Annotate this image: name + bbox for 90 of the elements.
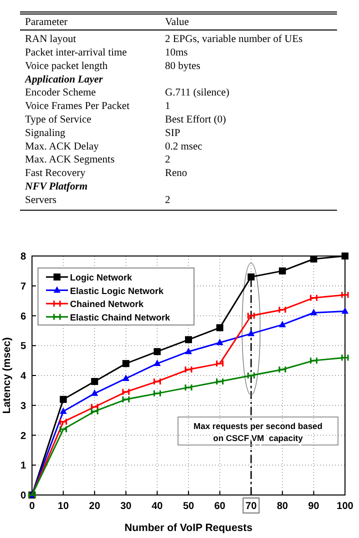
y-tick-label: 8	[20, 252, 26, 262]
point	[248, 330, 255, 336]
point	[122, 374, 130, 381]
point	[184, 384, 192, 392]
point	[90, 403, 98, 411]
x-tick-label: 20	[89, 501, 101, 512]
point	[342, 307, 348, 314]
category-label: Value	[165, 17, 190, 28]
point	[342, 252, 348, 260]
legend-label: Elastic Logic Network	[70, 286, 165, 296]
y-tick-label: 3	[20, 400, 26, 412]
point	[60, 396, 67, 403]
y-tick-label: 2	[20, 430, 26, 442]
point	[154, 348, 161, 356]
point	[185, 336, 192, 344]
point	[278, 366, 286, 374]
text: 0.2 msec	[165, 141, 202, 152]
text: Reno	[165, 168, 188, 180]
point	[153, 378, 161, 386]
point	[184, 366, 192, 374]
point	[122, 396, 130, 404]
category-label: Fast Recovery	[25, 168, 86, 180]
category-label: Type of Service	[25, 114, 92, 126]
category-label: RAN layout	[25, 34, 76, 46]
point	[278, 320, 286, 328]
category-label: Voice Frames Per Packet	[25, 101, 130, 112]
text: 80 bytes	[165, 60, 200, 72]
point	[60, 426, 68, 434]
x-tick-label: 90	[308, 501, 320, 512]
y-axis-title: Latency (msec)	[1, 337, 13, 414]
category-label: Parameter	[25, 17, 68, 28]
category-label: NFV Platform	[25, 181, 88, 192]
y-tick-label: 6	[20, 311, 26, 322]
text: 2	[165, 154, 170, 166]
point	[310, 356, 318, 364]
point	[247, 312, 255, 320]
category-label: Application Layer	[25, 74, 103, 86]
category-label: Encoder Scheme	[25, 88, 96, 99]
x-tick-label: 70	[246, 501, 258, 512]
point	[216, 360, 224, 368]
point	[310, 294, 318, 302]
x-tick-label: 100	[336, 501, 354, 512]
point	[154, 360, 161, 366]
x-tick-label: 80	[276, 501, 288, 512]
x-axis-title: Number of VoIP Requests	[124, 522, 253, 534]
point	[216, 324, 224, 332]
text: 10ms	[165, 47, 188, 58]
text: 2 EPGs, variable number of UEs	[165, 34, 303, 46]
text: 2	[165, 194, 170, 206]
x-tick-label: 30	[120, 501, 132, 512]
legend-label: Logic Network	[70, 272, 133, 282]
x-tick-label: 60	[214, 501, 226, 512]
point	[247, 372, 255, 380]
point	[122, 388, 130, 396]
point	[91, 378, 98, 385]
y-tick-label: 5	[20, 341, 26, 352]
point	[278, 267, 286, 274]
point	[91, 389, 98, 396]
category-label: Max. ACK Segments	[25, 154, 115, 166]
x-tick-label: 50	[182, 501, 194, 512]
point	[122, 360, 130, 368]
point	[60, 418, 68, 426]
text: G.711 (silence)	[165, 88, 230, 99]
y-tick-label: 0	[20, 490, 26, 502]
y-tick-label: 1	[20, 460, 26, 472]
point	[310, 308, 318, 316]
text: 1	[165, 101, 170, 112]
x-tick-label: 0	[29, 501, 36, 512]
legend-label: Chained Network	[70, 299, 145, 310]
category-label: Packet inter-arrival time	[25, 47, 127, 58]
point	[90, 408, 98, 416]
x-tick-label: 10	[58, 501, 70, 512]
category-label: Servers	[25, 194, 56, 206]
point	[310, 255, 318, 262]
y-tick-label: 4	[20, 371, 26, 382]
point	[185, 348, 192, 354]
point	[216, 338, 224, 346]
category-label: Voice packet length	[25, 60, 108, 72]
text: Best Effort (0)	[165, 114, 226, 126]
y-tick-label: 7	[20, 281, 26, 292]
point	[248, 273, 255, 280]
point	[60, 407, 67, 414]
category-label: Max. ACK Delay	[25, 141, 99, 152]
category-label: Signaling	[25, 128, 66, 139]
x-tick-label: 40	[152, 501, 164, 512]
point	[216, 378, 224, 386]
point	[153, 390, 161, 398]
point	[278, 306, 286, 314]
text: SIP	[165, 128, 180, 139]
legend-label: Elastic Chaind Network	[70, 312, 172, 322]
